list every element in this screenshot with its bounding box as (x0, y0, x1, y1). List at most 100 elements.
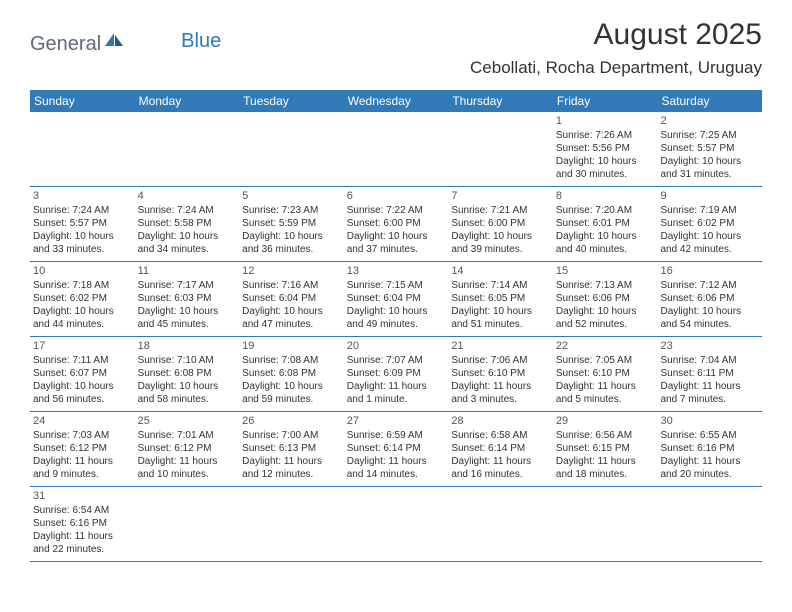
calendar-cell: 30Sunrise: 6:55 AMSunset: 6:16 PMDayligh… (657, 412, 762, 486)
day-number: 27 (347, 414, 446, 428)
daylight-text: Daylight: 10 hours and 40 minutes. (556, 230, 655, 256)
daylight-text: Daylight: 10 hours and 56 minutes. (33, 380, 132, 406)
sunset-text: Sunset: 6:04 PM (242, 292, 341, 305)
day-header: Tuesday (239, 90, 344, 112)
sunset-text: Sunset: 6:10 PM (556, 367, 655, 380)
sunset-text: Sunset: 6:15 PM (556, 442, 655, 455)
day-header: Sunday (30, 90, 135, 112)
week-row: 24Sunrise: 7:03 AMSunset: 6:12 PMDayligh… (30, 412, 762, 487)
day-number: 25 (138, 414, 237, 428)
calendar-cell: 23Sunrise: 7:04 AMSunset: 6:11 PMDayligh… (657, 337, 762, 411)
calendar-cell: 28Sunrise: 6:58 AMSunset: 6:14 PMDayligh… (448, 412, 553, 486)
calendar-cell: 15Sunrise: 7:13 AMSunset: 6:06 PMDayligh… (553, 262, 658, 336)
day-number: 28 (451, 414, 550, 428)
calendar-cell: 21Sunrise: 7:06 AMSunset: 6:10 PMDayligh… (448, 337, 553, 411)
day-header: Thursday (448, 90, 553, 112)
calendar-cell: 19Sunrise: 7:08 AMSunset: 6:08 PMDayligh… (239, 337, 344, 411)
sunrise-text: Sunrise: 6:59 AM (347, 429, 446, 442)
calendar-cell (657, 487, 762, 561)
daylight-text: Daylight: 11 hours and 14 minutes. (347, 455, 446, 481)
daylight-text: Daylight: 11 hours and 18 minutes. (556, 455, 655, 481)
day-number: 5 (242, 189, 341, 203)
calendar-cell: 9Sunrise: 7:19 AMSunset: 6:02 PMDaylight… (657, 187, 762, 261)
sunrise-text: Sunrise: 7:18 AM (33, 279, 132, 292)
day-number: 21 (451, 339, 550, 353)
sunrise-text: Sunrise: 6:54 AM (33, 504, 132, 517)
month-title: August 2025 (470, 18, 762, 52)
calendar-cell: 26Sunrise: 7:00 AMSunset: 6:13 PMDayligh… (239, 412, 344, 486)
week-row: 31Sunrise: 6:54 AMSunset: 6:16 PMDayligh… (30, 487, 762, 562)
day-number: 23 (660, 339, 759, 353)
sunrise-text: Sunrise: 7:08 AM (242, 354, 341, 367)
day-number: 16 (660, 264, 759, 278)
daylight-text: Daylight: 10 hours and 31 minutes. (660, 155, 759, 181)
calendar-cell: 4Sunrise: 7:24 AMSunset: 5:58 PMDaylight… (135, 187, 240, 261)
sunrise-text: Sunrise: 7:01 AM (138, 429, 237, 442)
daylight-text: Daylight: 10 hours and 30 minutes. (556, 155, 655, 181)
daylight-text: Daylight: 10 hours and 51 minutes. (451, 305, 550, 331)
sunrise-text: Sunrise: 7:25 AM (660, 129, 759, 142)
day-number: 7 (451, 189, 550, 203)
sunrise-text: Sunrise: 7:00 AM (242, 429, 341, 442)
calendar-cell: 6Sunrise: 7:22 AMSunset: 6:00 PMDaylight… (344, 187, 449, 261)
day-number: 8 (556, 189, 655, 203)
day-number: 10 (33, 264, 132, 278)
calendar-cell: 2Sunrise: 7:25 AMSunset: 5:57 PMDaylight… (657, 112, 762, 186)
calendar: SundayMondayTuesdayWednesdayThursdayFrid… (30, 90, 762, 562)
calendar-cell: 20Sunrise: 7:07 AMSunset: 6:09 PMDayligh… (344, 337, 449, 411)
sunrise-text: Sunrise: 7:17 AM (138, 279, 237, 292)
calendar-cell: 25Sunrise: 7:01 AMSunset: 6:12 PMDayligh… (135, 412, 240, 486)
calendar-cell: 24Sunrise: 7:03 AMSunset: 6:12 PMDayligh… (30, 412, 135, 486)
sunset-text: Sunset: 5:56 PM (556, 142, 655, 155)
calendar-cell: 12Sunrise: 7:16 AMSunset: 6:04 PMDayligh… (239, 262, 344, 336)
calendar-cell: 17Sunrise: 7:11 AMSunset: 6:07 PMDayligh… (30, 337, 135, 411)
sunset-text: Sunset: 6:12 PM (33, 442, 132, 455)
daylight-text: Daylight: 10 hours and 54 minutes. (660, 305, 759, 331)
daylight-text: Daylight: 10 hours and 58 minutes. (138, 380, 237, 406)
sunset-text: Sunset: 6:02 PM (33, 292, 132, 305)
calendar-cell: 11Sunrise: 7:17 AMSunset: 6:03 PMDayligh… (135, 262, 240, 336)
week-row: 3Sunrise: 7:24 AMSunset: 5:57 PMDaylight… (30, 187, 762, 262)
sunset-text: Sunset: 6:10 PM (451, 367, 550, 380)
day-number: 11 (138, 264, 237, 278)
daylight-text: Daylight: 11 hours and 5 minutes. (556, 380, 655, 406)
calendar-cell (239, 487, 344, 561)
sunset-text: Sunset: 6:06 PM (660, 292, 759, 305)
day-header: Monday (135, 90, 240, 112)
calendar-cell (30, 112, 135, 186)
daylight-text: Daylight: 10 hours and 37 minutes. (347, 230, 446, 256)
sunset-text: Sunset: 6:14 PM (347, 442, 446, 455)
sunrise-text: Sunrise: 7:07 AM (347, 354, 446, 367)
daylight-text: Daylight: 10 hours and 33 minutes. (33, 230, 132, 256)
sunrise-text: Sunrise: 7:12 AM (660, 279, 759, 292)
calendar-cell: 7Sunrise: 7:21 AMSunset: 6:00 PMDaylight… (448, 187, 553, 261)
daylight-text: Daylight: 11 hours and 22 minutes. (33, 530, 132, 556)
sunrise-text: Sunrise: 7:10 AM (138, 354, 237, 367)
sunset-text: Sunset: 5:57 PM (660, 142, 759, 155)
sunrise-text: Sunrise: 7:22 AM (347, 204, 446, 217)
sunset-text: Sunset: 6:00 PM (451, 217, 550, 230)
daylight-text: Daylight: 11 hours and 12 minutes. (242, 455, 341, 481)
sunset-text: Sunset: 6:14 PM (451, 442, 550, 455)
daylight-text: Daylight: 11 hours and 3 minutes. (451, 380, 550, 406)
daylight-text: Daylight: 10 hours and 42 minutes. (660, 230, 759, 256)
daylight-text: Daylight: 10 hours and 59 minutes. (242, 380, 341, 406)
calendar-cell: 5Sunrise: 7:23 AMSunset: 5:59 PMDaylight… (239, 187, 344, 261)
calendar-cell: 8Sunrise: 7:20 AMSunset: 6:01 PMDaylight… (553, 187, 658, 261)
sunrise-text: Sunrise: 6:58 AM (451, 429, 550, 442)
calendar-cell: 18Sunrise: 7:10 AMSunset: 6:08 PMDayligh… (135, 337, 240, 411)
sunrise-text: Sunrise: 7:24 AM (138, 204, 237, 217)
day-number: 13 (347, 264, 446, 278)
sunset-text: Sunset: 6:09 PM (347, 367, 446, 380)
calendar-cell: 29Sunrise: 6:56 AMSunset: 6:15 PMDayligh… (553, 412, 658, 486)
daylight-text: Daylight: 10 hours and 45 minutes. (138, 305, 237, 331)
daylight-text: Daylight: 11 hours and 20 minutes. (660, 455, 759, 481)
sunrise-text: Sunrise: 7:04 AM (660, 354, 759, 367)
sunset-text: Sunset: 5:57 PM (33, 217, 132, 230)
daylight-text: Daylight: 10 hours and 47 minutes. (242, 305, 341, 331)
day-number: 17 (33, 339, 132, 353)
daylight-text: Daylight: 11 hours and 10 minutes. (138, 455, 237, 481)
sunset-text: Sunset: 6:00 PM (347, 217, 446, 230)
header: General Blue August 2025 Cebollati, Roch… (0, 0, 792, 86)
day-number: 2 (660, 114, 759, 128)
